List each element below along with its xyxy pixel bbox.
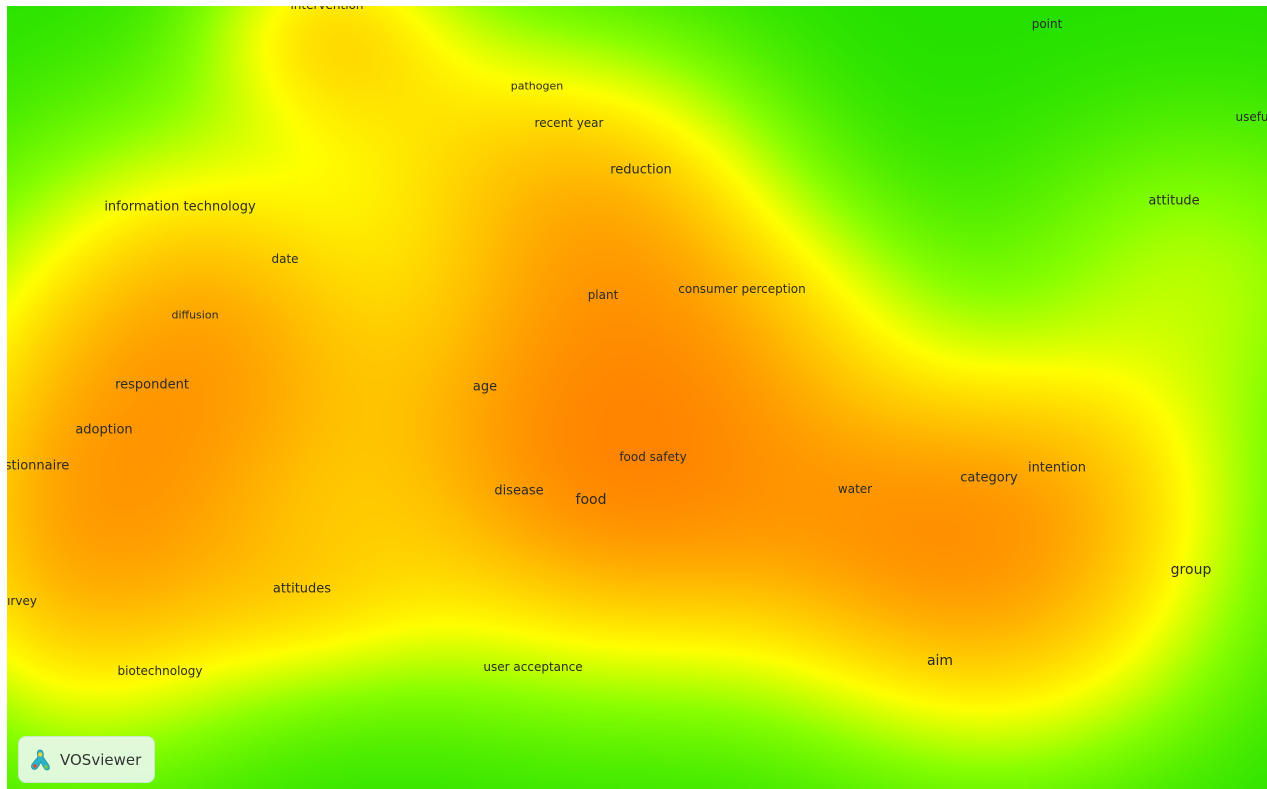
- term-label-food[interactable]: food: [575, 492, 607, 508]
- term-label-information-technology[interactable]: information technology: [104, 199, 256, 215]
- vosviewer-logo-badge[interactable]: VOSviewer: [18, 736, 155, 783]
- vosviewer-logo-icon: [31, 749, 50, 770]
- term-label-intention[interactable]: intention: [1027, 460, 1087, 476]
- term-label-aim[interactable]: aim: [926, 653, 954, 669]
- term-label-reduction[interactable]: reduction: [610, 162, 672, 178]
- density-heatmap: [7, 6, 1267, 789]
- term-label-water[interactable]: water: [837, 482, 873, 496]
- vosviewer-logo-label: VOSviewer: [60, 750, 142, 769]
- term-label-diffusion[interactable]: diffusion: [171, 308, 219, 322]
- term-label-category[interactable]: category: [960, 470, 1018, 486]
- term-label-user-acceptance[interactable]: user acceptance: [483, 660, 583, 674]
- term-label-biotechnology[interactable]: biotechnology: [117, 664, 203, 678]
- term-label-point[interactable]: point: [1031, 17, 1063, 31]
- term-label-pathogen[interactable]: pathogen: [510, 79, 564, 93]
- term-label-age[interactable]: age: [472, 379, 498, 395]
- term-label-survey[interactable]: ırvey: [7, 594, 37, 608]
- term-label-food-safety[interactable]: food safety: [619, 450, 687, 464]
- density-map[interactable]: intervention point pathogen recent year …: [7, 6, 1267, 789]
- term-label-plant[interactable]: plant: [587, 288, 619, 302]
- term-label-respondent[interactable]: respondent: [115, 377, 189, 393]
- term-label-attitude[interactable]: attitude: [1148, 193, 1200, 209]
- term-label-intervention[interactable]: intervention: [290, 6, 363, 11]
- term-label-consumer-perception[interactable]: consumer perception: [678, 282, 806, 296]
- term-label-group[interactable]: group: [1170, 562, 1212, 578]
- term-label-attitudes[interactable]: attitudes: [272, 581, 332, 597]
- term-label-disease[interactable]: disease: [494, 483, 544, 499]
- term-label-adoption[interactable]: adoption: [75, 422, 133, 438]
- term-label-recent-year[interactable]: recent year: [534, 116, 604, 130]
- term-label-date[interactable]: date: [271, 252, 299, 266]
- term-label-usefu[interactable]: usefu: [1235, 110, 1267, 124]
- term-label-questionnaire[interactable]: stionnaire: [7, 458, 70, 474]
